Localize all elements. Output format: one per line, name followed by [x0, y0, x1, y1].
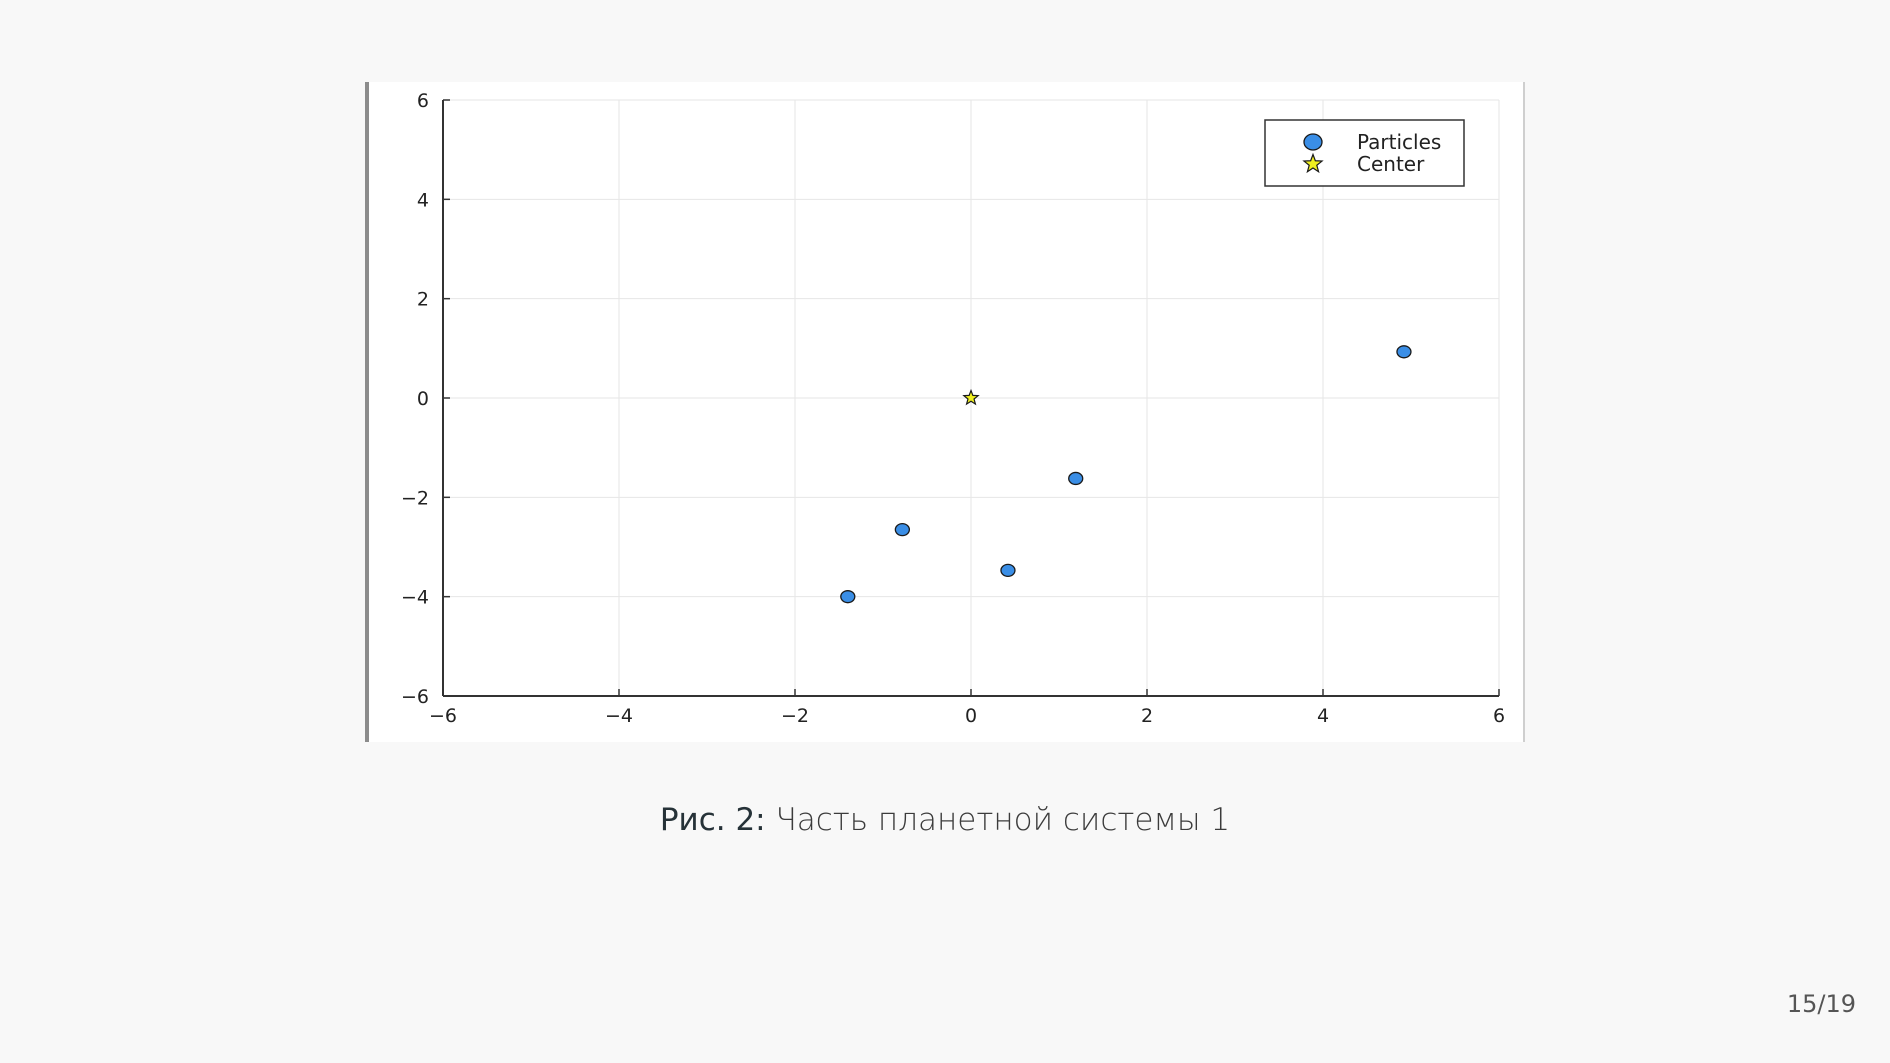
- particle-point: [1396, 345, 1412, 359]
- chart-figure: −6 −4 −2 0 2 4 6 −6 −4 −2 0 2 4 6 Particles Center: [365, 82, 1525, 742]
- y-tick-label: 0: [417, 388, 429, 410]
- x-tick-label: −6: [429, 705, 457, 727]
- figure-left-border: [365, 82, 369, 742]
- particle-point: [1000, 563, 1016, 577]
- center-point: [962, 388, 980, 406]
- x-tick-label: 0: [965, 705, 977, 727]
- legend-particles-marker: [1303, 133, 1323, 151]
- figure-right-border: [1523, 82, 1525, 742]
- caption-label: Рис. 2:: [659, 802, 766, 838]
- y-tick-label: 4: [417, 189, 429, 211]
- y-tick-label: −2: [401, 487, 429, 509]
- y-tick-label: −6: [401, 686, 429, 708]
- figure-caption: Рис. 2: Часть планетной системы 1: [0, 802, 1890, 838]
- legend-box: [1264, 119, 1465, 187]
- y-tick-label: −4: [401, 587, 429, 609]
- legend-label: Particles: [1357, 130, 1441, 154]
- legend-center-marker: [1302, 152, 1324, 174]
- page-number: 15/19: [1786, 990, 1856, 1018]
- x-tick-label: −4: [605, 705, 633, 727]
- particle-point: [894, 522, 911, 537]
- x-tick-label: 6: [1493, 705, 1505, 727]
- caption-text: Часть планетной системы 1: [775, 802, 1231, 838]
- particle-point: [1068, 471, 1084, 486]
- legend-label: Center: [1357, 152, 1425, 176]
- particle-point: [840, 590, 856, 604]
- y-tick-label: 2: [417, 289, 429, 311]
- x-tick-label: 2: [1141, 705, 1153, 727]
- y-tick-label: 6: [417, 90, 429, 112]
- x-tick-label: 4: [1317, 705, 1329, 727]
- x-tick-label: −2: [781, 705, 809, 727]
